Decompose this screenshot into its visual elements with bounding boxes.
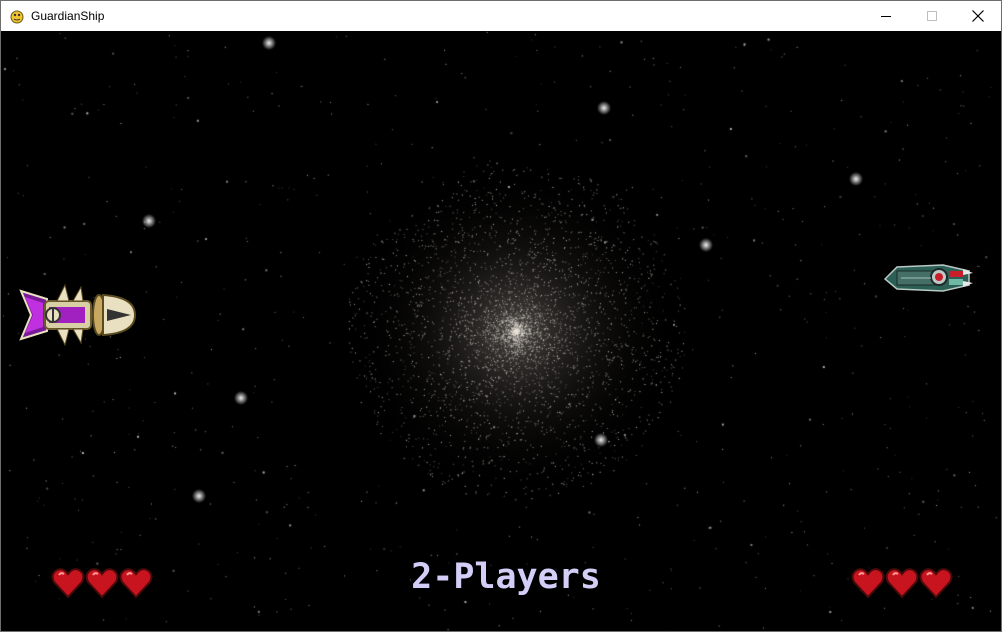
window-controls	[863, 1, 1001, 31]
heart-icon	[919, 568, 953, 599]
heart-icon	[885, 568, 919, 599]
close-button[interactable]	[955, 1, 1001, 31]
teal-red-spaceship-icon	[883, 264, 973, 292]
starfield-background	[1, 31, 1001, 631]
heart-icon	[851, 568, 885, 599]
pygame-snake-icon	[10, 10, 24, 24]
heart-icon	[51, 568, 85, 599]
game-canvas[interactable]: 2-Players	[1, 31, 1001, 631]
maximize-button[interactable]	[909, 1, 955, 31]
window-title: GuardianShip	[31, 9, 105, 23]
heart-icon	[119, 568, 153, 599]
close-icon	[972, 10, 984, 22]
purple-gold-spaceship-icon	[19, 283, 137, 347]
heart-icon	[85, 568, 119, 599]
minimize-button[interactable]	[863, 1, 909, 31]
player1-lives	[51, 566, 153, 600]
game-mode-label: 2-Players	[411, 557, 601, 597]
player2-lives	[851, 566, 953, 600]
minimize-icon	[881, 16, 891, 17]
maximize-icon	[927, 11, 937, 21]
title-bar[interactable]: GuardianShip	[1, 1, 1001, 31]
